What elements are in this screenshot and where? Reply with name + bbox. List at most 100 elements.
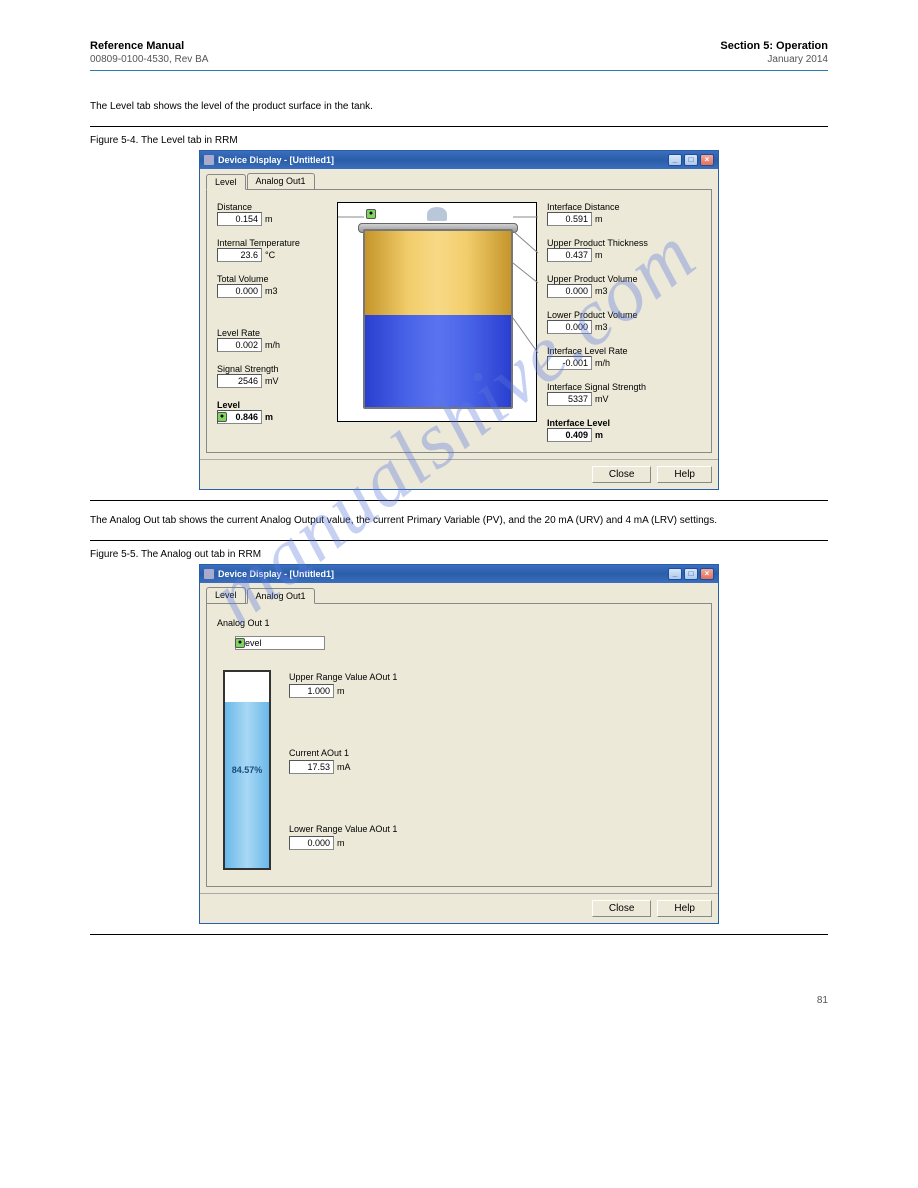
if-level-value: 0.409 bbox=[547, 428, 592, 442]
help-button[interactable]: Help bbox=[657, 900, 712, 917]
divider bbox=[90, 126, 828, 127]
level-rate-value: 0.002 bbox=[217, 338, 262, 352]
section-label: Section 5: Operation bbox=[720, 40, 828, 52]
minimize-button[interactable]: _ bbox=[668, 154, 682, 166]
up-thick-unit: m bbox=[595, 250, 603, 260]
up-vol-value: 0.000 bbox=[547, 284, 592, 298]
temp-value: 23.6 bbox=[217, 248, 262, 262]
figure1-label: Figure 5-4. The Level tab in RRM bbox=[90, 135, 828, 146]
lo-vol-unit: m3 bbox=[595, 322, 608, 332]
temp-label: Internal Temperature bbox=[217, 238, 327, 248]
signal-label: Signal Strength bbox=[217, 364, 327, 374]
divider bbox=[90, 934, 828, 935]
lower-range-value: 0.000 bbox=[289, 836, 334, 850]
lo-vol-value: 0.000 bbox=[547, 320, 592, 334]
if-distance-unit: m bbox=[595, 214, 603, 224]
if-level-rate-unit: m/h bbox=[595, 358, 610, 368]
analog-gauge: 84.57% bbox=[223, 670, 271, 870]
intro-text: The Level tab shows the level of the pro… bbox=[90, 101, 828, 112]
button-row: Close Help bbox=[200, 459, 718, 489]
temp-unit: °C bbox=[265, 250, 275, 260]
level-marker-icon: ● bbox=[217, 412, 227, 422]
up-thick-value: 0.437 bbox=[547, 248, 592, 262]
close-button[interactable]: × bbox=[700, 154, 714, 166]
panel-body: Distance 0.154 m Internal Temperature 23… bbox=[206, 189, 712, 453]
right-column: Interface Distance 0.591 m Upper Product… bbox=[547, 202, 677, 442]
up-thick-label: Upper Product Thickness bbox=[547, 238, 677, 248]
close-button[interactable]: × bbox=[700, 568, 714, 580]
titlebar[interactable]: Device Display - [Untitled1] _ □ × bbox=[200, 151, 718, 169]
window-title: Device Display - [Untitled1] bbox=[218, 569, 334, 579]
gauge-fill bbox=[225, 702, 269, 868]
if-signal-label: Interface Signal Strength bbox=[547, 382, 677, 392]
pv-dropdown[interactable]: Level bbox=[235, 636, 325, 650]
distance-label: Distance bbox=[217, 202, 327, 212]
current-aout-unit: mA bbox=[337, 762, 351, 772]
app-icon bbox=[204, 155, 214, 165]
distance-value: 0.154 bbox=[217, 212, 262, 226]
if-level-rate-value: -0.001 bbox=[547, 356, 592, 370]
close-button[interactable]: Close bbox=[592, 466, 652, 483]
tab-row: Level Analog Out1 bbox=[200, 169, 718, 189]
tank-body bbox=[363, 229, 513, 409]
gauge-percentage: 84.57% bbox=[232, 765, 263, 775]
tab-level[interactable]: Level bbox=[206, 174, 246, 190]
tab-analog[interactable]: Analog Out1 bbox=[247, 588, 315, 604]
divider bbox=[90, 70, 828, 71]
maximize-button[interactable]: □ bbox=[684, 568, 698, 580]
tab-analog[interactable]: Analog Out1 bbox=[247, 173, 315, 189]
panel-body: Analog Out 1 Level ● 84.57% Upper Range … bbox=[206, 603, 712, 887]
up-vol-label: Upper Product Volume bbox=[547, 274, 677, 284]
lower-range-unit: m bbox=[337, 838, 345, 848]
volume-unit: m3 bbox=[265, 286, 278, 296]
left-column: Distance 0.154 m Internal Temperature 23… bbox=[217, 202, 327, 424]
tank-upper-fluid bbox=[365, 231, 511, 315]
divider bbox=[90, 500, 828, 501]
doc-date: January 2014 bbox=[720, 54, 828, 65]
level-unit: m bbox=[265, 412, 273, 422]
volume-value: 0.000 bbox=[217, 284, 262, 298]
doc-id: 00809-0100-4530, Rev BA bbox=[90, 54, 208, 65]
page-number: 81 bbox=[90, 995, 828, 1006]
device-display-window-analog: Device Display - [Untitled1] _ □ × Level… bbox=[199, 564, 719, 924]
minimize-button[interactable]: _ bbox=[668, 568, 682, 580]
tab-row: Level Analog Out1 bbox=[200, 583, 718, 603]
tab-level[interactable]: Level bbox=[206, 587, 246, 603]
app-icon bbox=[204, 569, 214, 579]
titlebar[interactable]: Device Display - [Untitled1] _ □ × bbox=[200, 565, 718, 583]
lo-vol-label: Lower Product Volume bbox=[547, 310, 677, 320]
upper-range-unit: m bbox=[337, 686, 345, 696]
if-distance-label: Interface Distance bbox=[547, 202, 677, 212]
status-marker-icon: ● bbox=[235, 638, 245, 648]
marker-icon: ● bbox=[366, 209, 376, 219]
figure2-label: Figure 5-5. The Analog out tab in RRM bbox=[90, 549, 828, 560]
button-row: Close Help bbox=[200, 893, 718, 923]
device-display-window-level: Device Display - [Untitled1] _ □ × Level… bbox=[199, 150, 719, 490]
volume-label: Total Volume bbox=[217, 274, 327, 284]
level-rate-unit: m/h bbox=[265, 340, 280, 350]
tank-sensor-icon bbox=[427, 207, 447, 221]
if-signal-unit: mV bbox=[595, 394, 609, 404]
up-vol-unit: m3 bbox=[595, 286, 608, 296]
if-signal-value: 5337 bbox=[547, 392, 592, 406]
maximize-button[interactable]: □ bbox=[684, 154, 698, 166]
upper-range-value: 1.000 bbox=[289, 684, 334, 698]
signal-unit: mV bbox=[265, 376, 279, 386]
level-label: Level bbox=[217, 400, 327, 410]
distance-unit: m bbox=[265, 214, 273, 224]
lower-range-label: Lower Range Value AOut 1 bbox=[289, 824, 397, 834]
if-distance-value: 0.591 bbox=[547, 212, 592, 226]
figure2-intro: The Analog Out tab shows the current Ana… bbox=[90, 515, 828, 526]
current-aout-value: 17.53 bbox=[289, 760, 334, 774]
tank-lower-fluid bbox=[365, 315, 511, 407]
page-header: Reference Manual 00809-0100-4530, Rev BA… bbox=[90, 40, 828, 71]
help-button[interactable]: Help bbox=[657, 466, 712, 483]
level-rate-label: Level Rate bbox=[217, 328, 327, 338]
tank-diagram: ● ● bbox=[337, 202, 537, 422]
if-level-unit: m bbox=[595, 430, 603, 440]
close-button[interactable]: Close bbox=[592, 900, 652, 917]
window-title: Device Display - [Untitled1] bbox=[218, 155, 334, 165]
signal-value: 2546 bbox=[217, 374, 262, 388]
analog-fields: Upper Range Value AOut 1 1.000 m Current… bbox=[289, 666, 397, 850]
group-label: Analog Out 1 bbox=[217, 618, 701, 628]
